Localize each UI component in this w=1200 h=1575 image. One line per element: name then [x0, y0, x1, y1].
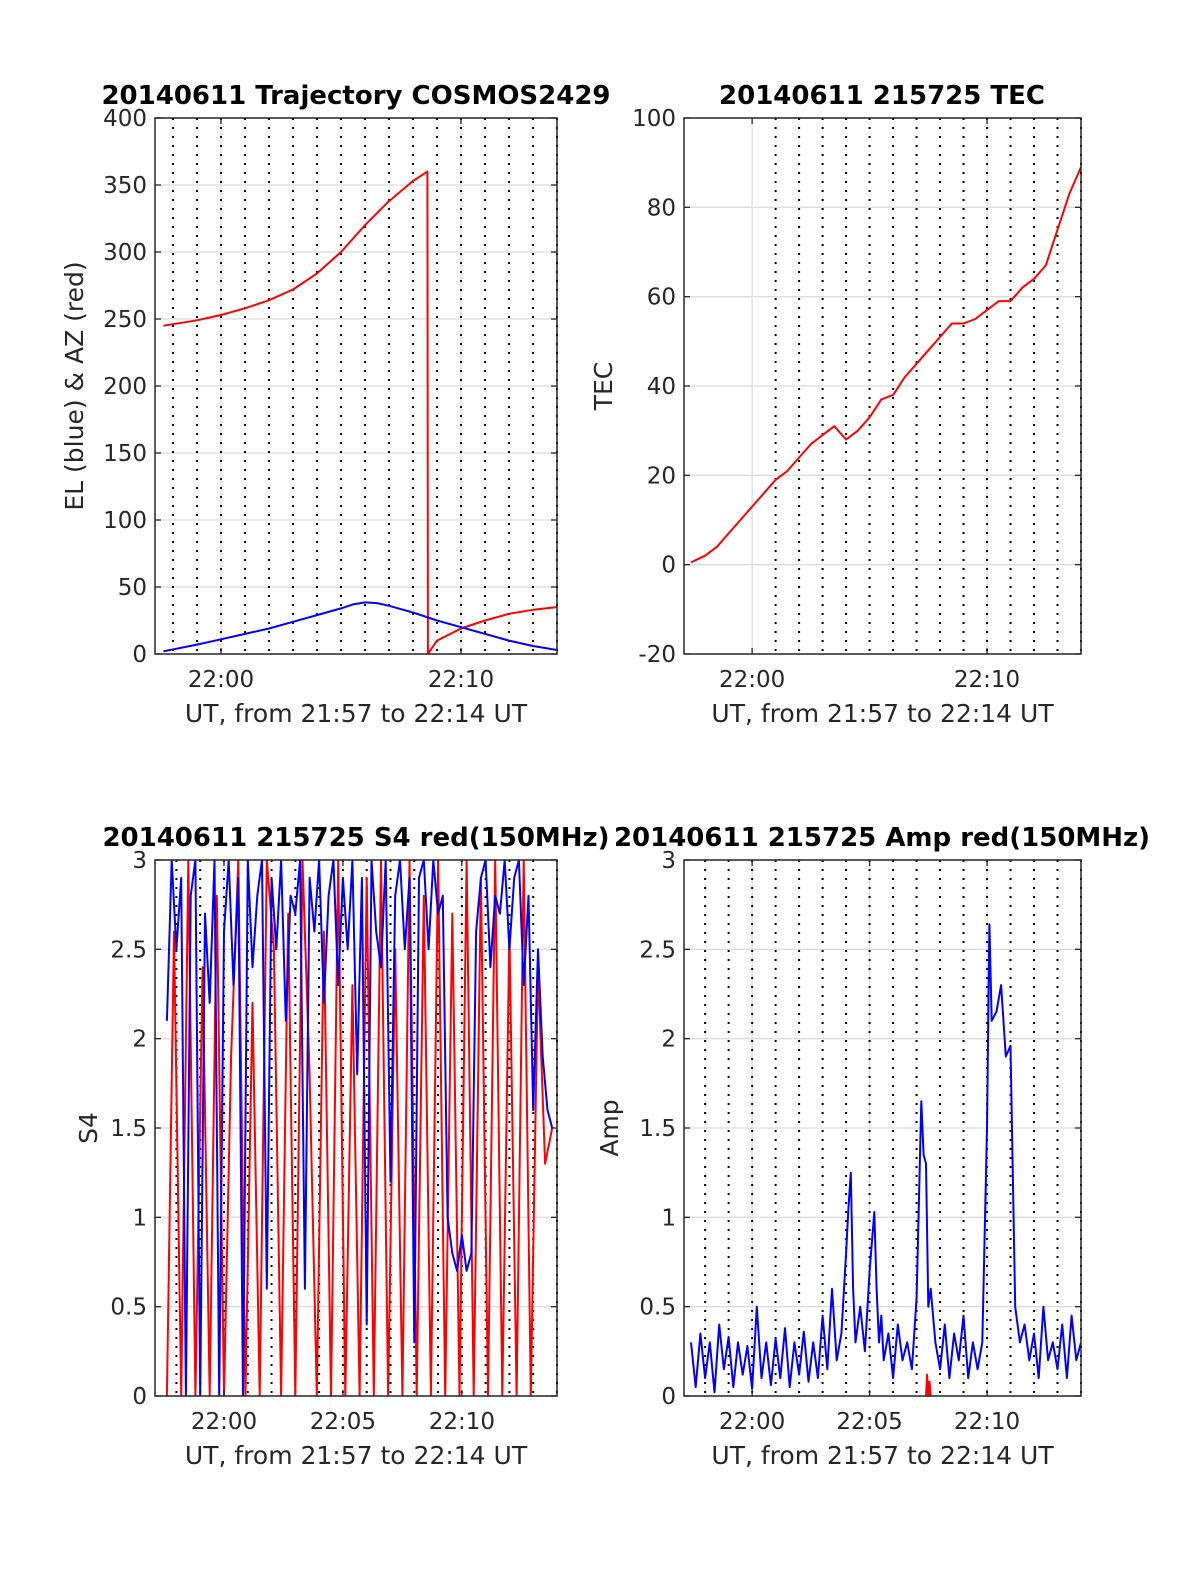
x-tick-label: 22:00: [191, 1409, 257, 1435]
x-tick-label: 22:05: [310, 1409, 376, 1435]
y-tick-label: 3: [132, 848, 147, 874]
y-tick-label: 40: [647, 374, 676, 400]
series-line-0: [925, 1373, 932, 1396]
y-tick-label: 200: [103, 374, 147, 400]
x-tick-label: 22:05: [836, 1409, 902, 1435]
series-line-1: [163, 601, 557, 653]
y-tick-label: 60: [647, 285, 676, 311]
y-tick-label: 0: [661, 553, 676, 579]
y-tick-label: 100: [103, 508, 147, 534]
y-tick-label: 0: [132, 1384, 147, 1410]
y-tick-label: 1: [661, 1205, 676, 1231]
chart-title: 20140611 215725 S4 red(150MHz): [102, 823, 609, 853]
x-axis-label: UT, from 21:57 to 22:14 UT: [185, 699, 528, 728]
series-line-0: [165, 860, 554, 1396]
panel-tec: -20 0 20 40 60 80 100 22:00 22:10 20140611 215725…: [589, 81, 1082, 728]
x-axis-label: UT, from 21:57 to 22:14 UT: [711, 699, 1054, 728]
y-tick-label: 2.5: [639, 937, 676, 963]
y-axis-label: EL (blue) & AZ (red): [60, 261, 89, 510]
y-tick-label: 0: [132, 642, 147, 668]
y-axis-label: Amp: [595, 1099, 624, 1156]
series-line-0: [690, 166, 1081, 564]
y-tick-label: 400: [103, 106, 147, 132]
y-tick-label: 2: [132, 1027, 147, 1053]
y-tick-label: 1.5: [639, 1116, 676, 1142]
x-tick-label: 22:10: [954, 1409, 1020, 1435]
y-axis-label: TEC: [589, 362, 618, 412]
y-tick-label: 100: [632, 106, 676, 132]
panel-trajectory: 0 50 100 150 200 250 300 350 400 22:00 22:10 201406…: [60, 81, 611, 728]
y-tick-label: 80: [647, 195, 676, 221]
series-line-1: [690, 923, 1081, 1394]
x-axis-label: UT, from 21:57 to 22:14 UT: [185, 1441, 528, 1470]
y-tick-label: 1.5: [110, 1116, 147, 1142]
y-tick-label: 0.5: [110, 1295, 147, 1321]
x-tick-label: 22:00: [188, 667, 254, 693]
x-tick-label: 22:10: [429, 1409, 495, 1435]
y-tick-label: -20: [638, 642, 676, 668]
y-tick-label: 3: [661, 848, 676, 874]
chart-title: 20140611 215725 Amp red(150MHz): [614, 823, 1150, 853]
x-tick-label: 22:00: [719, 1409, 785, 1435]
x-tick-label: 22:10: [428, 667, 494, 693]
y-tick-label: 300: [103, 240, 147, 266]
y-tick-label: 50: [118, 575, 147, 601]
series-line-1: [165, 860, 554, 1396]
y-tick-label: 2.5: [110, 937, 147, 963]
y-tick-label: 150: [103, 441, 147, 467]
panel-amp: 0 0.5 1 1.5 2 2.5 3 22:00 22:05 22:10 20140611 215…: [595, 823, 1150, 1470]
y-axis-label: S4: [74, 1112, 103, 1144]
x-axis-label: UT, from 21:57 to 22:14 UT: [711, 1441, 1054, 1470]
chart-title: 20140611 Trajectory COSMOS2429: [101, 81, 610, 111]
x-tick-label: 22:10: [954, 667, 1020, 693]
y-tick-label: 0.5: [639, 1295, 676, 1321]
x-tick-label: 22:00: [719, 667, 785, 693]
y-tick-label: 350: [103, 173, 147, 199]
y-tick-label: 2: [661, 1027, 676, 1053]
y-tick-label: 20: [647, 463, 676, 489]
y-tick-label: 250: [103, 307, 147, 333]
series-line-0: [163, 170, 557, 654]
y-tick-label: 0: [661, 1384, 676, 1410]
chart-title: 20140611 215725 TEC: [719, 81, 1045, 111]
y-tick-label: 1: [132, 1205, 147, 1231]
panel-s4: 0 0.5 1 1.5 2 2.5 3 22:00 22:05 22:10 20140611 215…: [74, 823, 610, 1470]
